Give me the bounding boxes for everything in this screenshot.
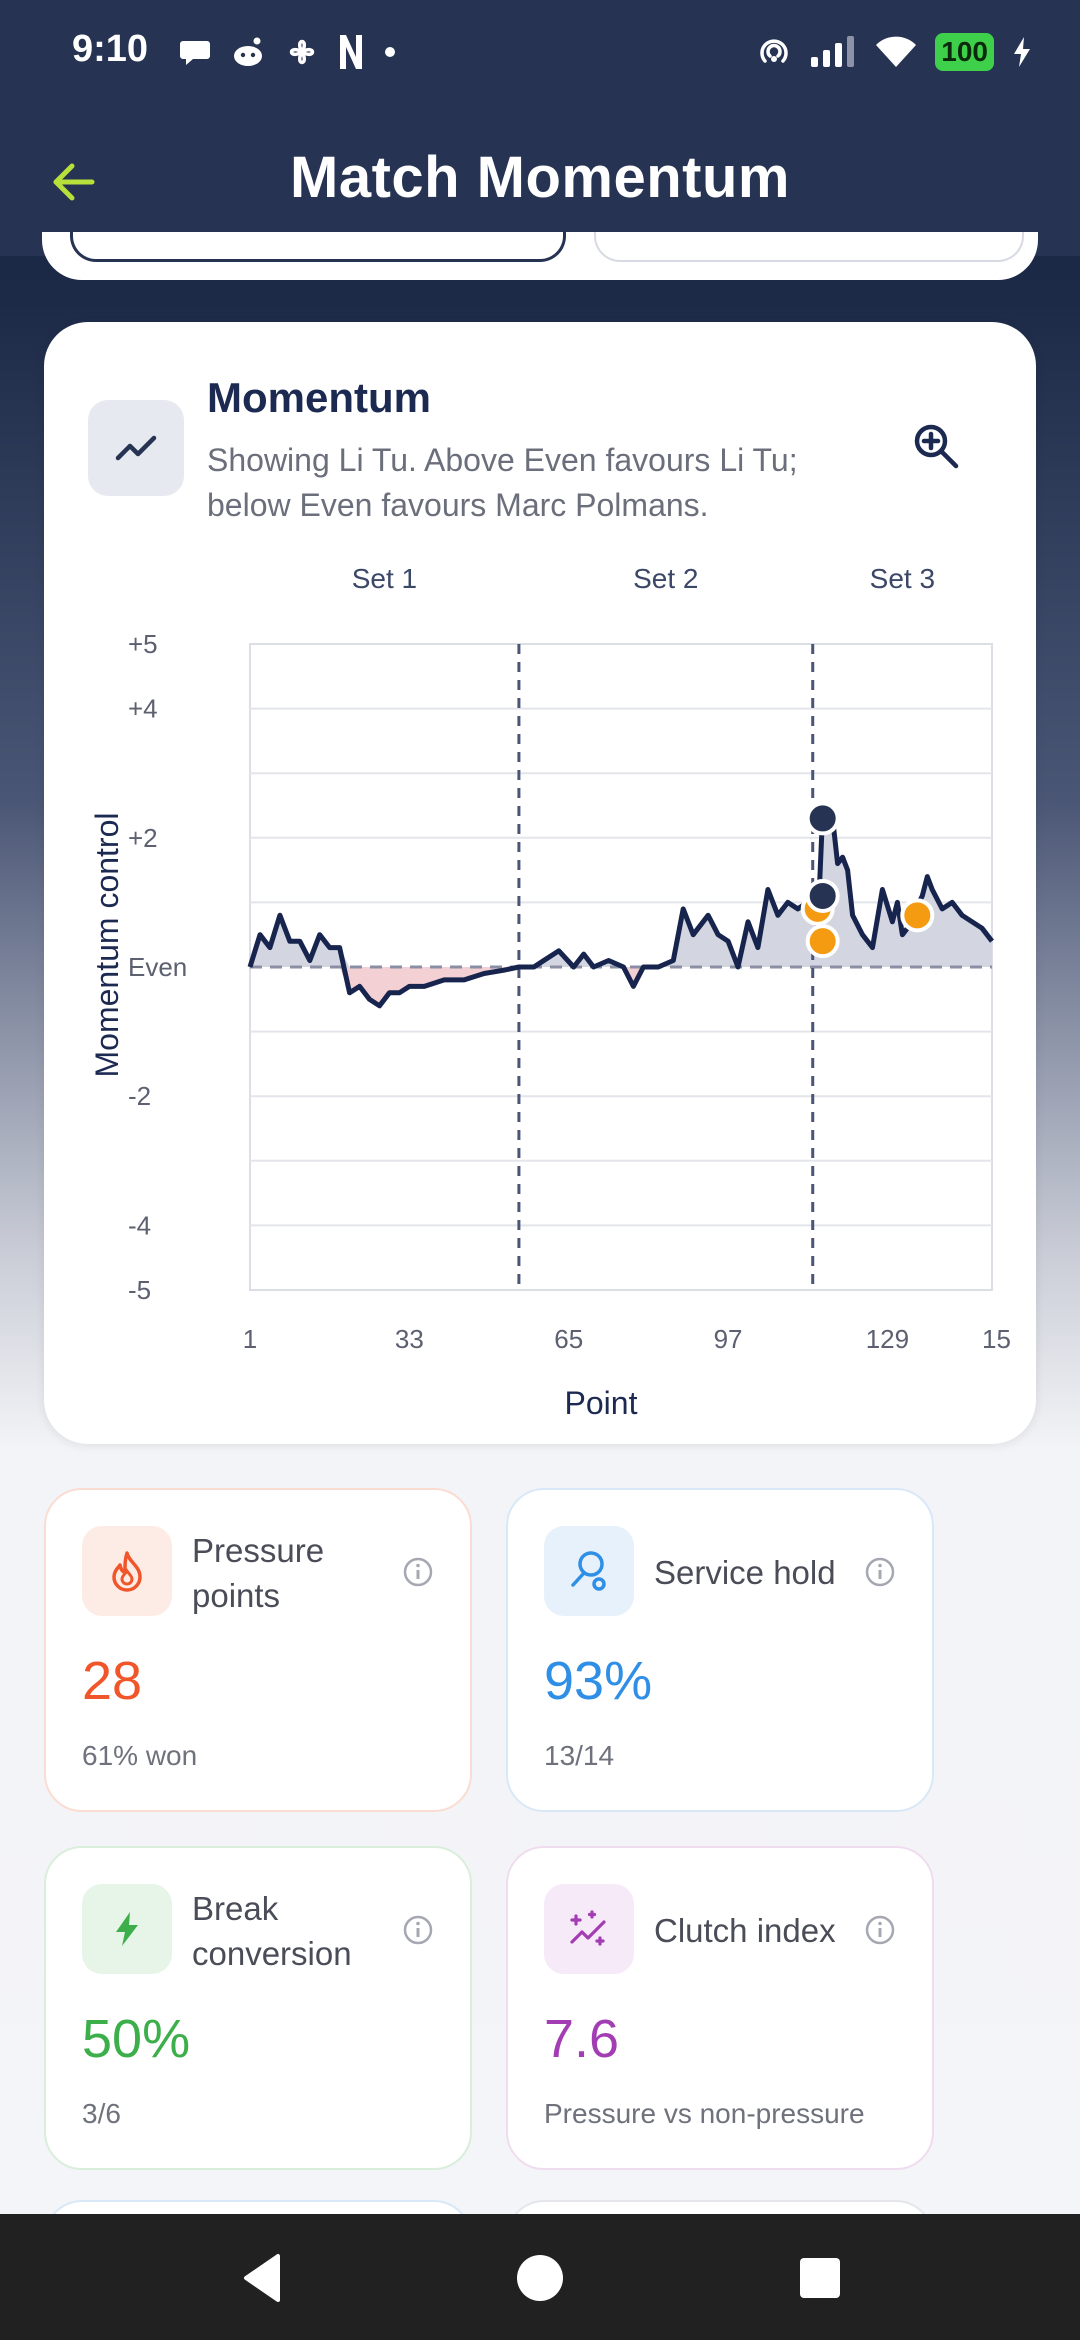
system-nav-bar	[0, 2214, 1080, 2340]
stat-label: Clutch index	[654, 1912, 836, 1949]
back-triangle-icon[interactable]	[236, 2250, 292, 2306]
dot-icon	[385, 47, 395, 57]
segment-option-selected[interactable]	[70, 232, 566, 262]
stat-card-pressure-points[interactable]: Pressure points 28 61% won	[44, 1488, 472, 1812]
stat-subtext: 3/6	[82, 2098, 121, 2129]
y-tick-label: +4	[128, 694, 158, 724]
opponent-area-fill	[250, 967, 992, 1006]
sparkle-trend-icon	[544, 1884, 634, 1974]
info-icon[interactable]	[402, 1914, 434, 1946]
event-marker	[805, 878, 840, 913]
status-bar: 9:10 100	[0, 0, 1080, 106]
notification-icons	[178, 30, 398, 74]
stat-value: 28	[82, 1651, 143, 1711]
signal-icon	[811, 36, 855, 67]
y-tick-label: -2	[128, 1081, 151, 1111]
page-title: Match Momentum	[290, 145, 790, 210]
info-icon[interactable]	[864, 1556, 896, 1588]
x-tick-label: 97	[714, 1324, 743, 1354]
y-tick-label: +2	[128, 823, 158, 853]
x-tick-label: 129	[866, 1324, 909, 1354]
x-tick-label: 65	[554, 1324, 583, 1354]
favour-area-fill	[250, 805, 992, 967]
battery-charging-icon	[1014, 37, 1030, 67]
stat-value: 93%	[544, 1651, 653, 1711]
segmented-control-peek	[42, 232, 1038, 280]
stat-label: Pressure points	[192, 1532, 325, 1614]
reddit-icon	[234, 37, 262, 66]
stat-value: 50%	[82, 2009, 191, 2069]
card-subtitle: Showing Li Tu. Above Even favours Li Tu;…	[207, 442, 798, 523]
card-title: Momentum	[207, 374, 431, 421]
wifi-icon	[876, 36, 917, 67]
stat-label: Break conversion	[192, 1890, 352, 1972]
momentum-chart[interactable]: Set 1 Set 2 Set 3 +5 +4 +2 Even -2 -4 -5 1 33 65 97 1…	[44, 552, 1036, 1444]
event-marker	[900, 898, 935, 933]
momentum-series-line	[247, 803, 994, 1009]
stat-subtext: 61% won	[82, 1740, 198, 1771]
home-circle-icon[interactable]	[512, 2250, 568, 2306]
lightning-bolt-icon	[82, 1884, 172, 1974]
stat-card-clutch-index[interactable]: Clutch index 7.6 Pressure vs non-pressur…	[506, 1846, 934, 2170]
set-label: Set 2	[633, 563, 698, 594]
netflix-icon	[340, 35, 362, 69]
system-icons: 100	[757, 30, 1032, 74]
stat-subtext: 13/14	[544, 1740, 615, 1771]
arrow-left-icon[interactable]	[44, 152, 104, 212]
hotspot-icon	[760, 39, 789, 63]
info-icon[interactable]	[864, 1914, 896, 1946]
x-tick-label: 15	[982, 1324, 1011, 1354]
stat-value: 7.6	[544, 2009, 620, 2069]
set-label: Set 1	[352, 563, 417, 594]
stat-subtext: Pressure vs non-pressure	[544, 2098, 865, 2129]
pinwheel-icon	[289, 39, 315, 65]
x-tick-label: 33	[395, 1324, 424, 1354]
y-tick-label: +5	[128, 629, 158, 659]
status-time: 9:10	[72, 28, 149, 70]
event-marker	[805, 924, 840, 959]
y-axis-label: Momentum control	[89, 813, 125, 1078]
y-tick-label: Even	[128, 952, 187, 982]
set-label: Set 3	[870, 563, 935, 594]
chat-bubble-icon	[180, 41, 210, 65]
x-tick-label: 1	[243, 1324, 257, 1354]
event-marker	[805, 801, 840, 836]
info-icon[interactable]	[402, 1556, 434, 1588]
tennis-racket-icon	[544, 1526, 634, 1616]
trend-line-icon	[88, 400, 184, 496]
segment-option[interactable]	[594, 232, 1024, 262]
stat-card-break-conversion[interactable]: Break conversion 50% 3/6	[44, 1846, 472, 2170]
recents-square-icon[interactable]	[792, 2250, 848, 2306]
stat-label: Service hold	[654, 1554, 836, 1591]
stat-card-service-hold[interactable]: Service hold 93% 13/14	[506, 1488, 934, 1812]
x-axis-label: Point	[565, 1385, 638, 1421]
app-header: Match Momentum	[0, 106, 1080, 256]
y-tick-label: -5	[128, 1275, 151, 1305]
flame-icon	[82, 1526, 172, 1616]
momentum-card: Momentum Showing Li Tu. Above Even favou…	[44, 322, 1036, 1444]
y-tick-label: -4	[128, 1210, 151, 1240]
battery-indicator: 100	[935, 33, 994, 71]
zoom-in-icon[interactable]	[910, 420, 962, 472]
